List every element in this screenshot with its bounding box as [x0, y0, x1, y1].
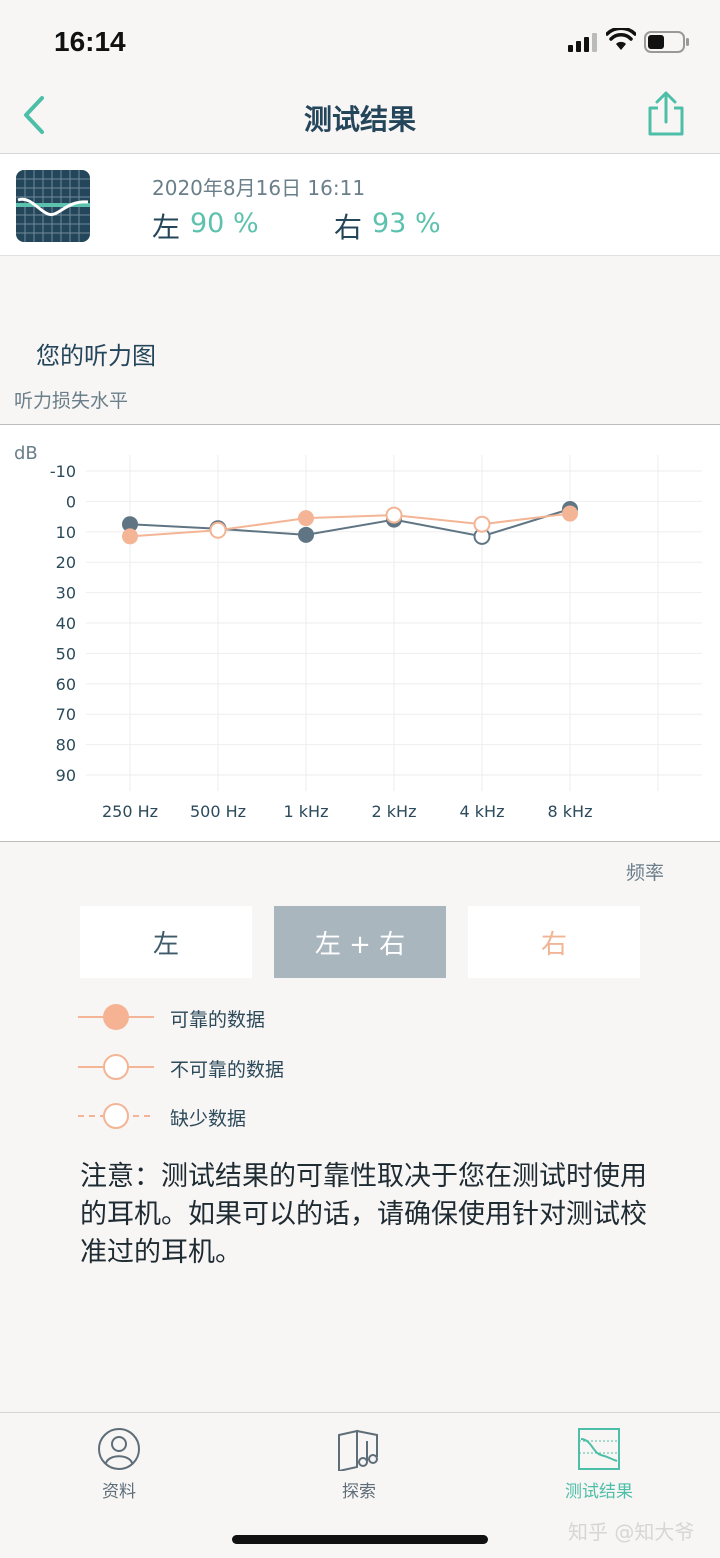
audiogram-thumbnail-icon [16, 170, 90, 242]
tab-explore[interactable]: 探索 [299, 1413, 419, 1513]
y-tick-label: 10 [56, 523, 76, 542]
y-tick-label: 20 [56, 553, 76, 572]
tab-label: 探索 [342, 1482, 376, 1502]
unreliable-marker-icon [78, 1054, 154, 1080]
reliability-note: 注意：测试结果的可靠性取决于您在测试时使用的耳机。如果可以的话，请确保使用针对测… [80, 1161, 647, 1268]
hearing-loss-level-label: 听力损失水平 [14, 390, 129, 412]
y-tick-label: 90 [56, 766, 76, 785]
y-tick-label: 30 [56, 584, 76, 603]
y-tick-label: 0 [66, 492, 76, 511]
tab-label: 资料 [102, 1482, 136, 1502]
tab-label: 测试结果 [565, 1482, 633, 1502]
segment-both[interactable]: 左 + 右 [274, 906, 446, 978]
profile-icon [98, 1428, 140, 1470]
x-tick-label: 8 kHz [548, 802, 593, 821]
missing-marker-icon [78, 1103, 154, 1129]
x-tick-label: 500 Hz [190, 802, 246, 821]
y-tick-label: 70 [56, 705, 76, 724]
data-point [298, 510, 314, 527]
results-icon [578, 1428, 620, 1470]
data-point [385, 506, 403, 524]
x-tick-label: 250 Hz [102, 802, 158, 821]
audiogram-plot: -10 0 10 20 30 40 50 60 70 80 90 250 Hz 500 Hz 1 kHz 2… [50, 455, 702, 821]
data-point [473, 515, 491, 533]
data-point [562, 505, 578, 522]
legend-label: 可靠的数据 [170, 1009, 266, 1031]
result-summary[interactable]: 2020年8月16日 16:11 左 90 % 右 93 % [0, 154, 720, 256]
legend-missing: 缺少数据 [78, 1099, 478, 1133]
x-tick-label: 2 kHz [372, 802, 417, 821]
legend-reliable: 可靠的数据 [78, 1000, 478, 1034]
left-ear-score: 90 % [190, 208, 259, 239]
status-time: 16:14 [54, 26, 126, 57]
wifi-icon [606, 28, 636, 50]
data-point [209, 521, 227, 539]
segment-right[interactable]: 右 [468, 906, 640, 978]
share-icon[interactable] [644, 90, 688, 138]
y-tick-label: 60 [56, 675, 76, 694]
back-chevron-icon[interactable] [18, 94, 50, 136]
explore-icon [338, 1429, 378, 1471]
y-tick-label: -10 [50, 462, 76, 481]
legend-unreliable: 不可靠的数据 [78, 1050, 478, 1084]
legend-label: 缺少数据 [170, 1108, 247, 1130]
reliable-marker-icon [78, 1004, 154, 1030]
series-line [129, 512, 571, 538]
y-tick-label: 40 [56, 614, 76, 633]
legend-label: 不可靠的数据 [170, 1059, 285, 1081]
battery-icon [644, 31, 689, 53]
x-tick-label: 1 kHz [284, 802, 329, 821]
tab-bar: 资料 探索 测试结果 [0, 1412, 720, 1558]
home-indicator [232, 1535, 488, 1544]
right-ear-score: 93 % [372, 208, 441, 239]
nav-bar: 测试结果 [0, 80, 720, 154]
tab-profile[interactable]: 资料 [59, 1413, 179, 1513]
right-ear-label: 右 [334, 211, 363, 244]
page-title: 测试结果 [303, 103, 416, 136]
test-date: 2020年8月16日 16:11 [152, 176, 366, 200]
watermark: 知乎 @知大爷 [568, 1520, 695, 1544]
audiogram-heading: 您的听力图 [36, 342, 156, 370]
data-point [122, 516, 138, 533]
x-tick-label: 4 kHz [460, 802, 505, 821]
audiogram-chart: dB -10 0 10 20 30 40 50 60 70 80 90 250 Hz 500 Hz 1 k… [0, 424, 720, 842]
data-point [298, 526, 314, 543]
segment-left[interactable]: 左 [80, 906, 252, 978]
signal-icon [568, 33, 597, 52]
status-bar: 16:14 [0, 0, 720, 80]
y-tick-label: 80 [56, 736, 76, 755]
y-axis-unit: dB [14, 443, 38, 464]
data-point [122, 528, 138, 545]
series-line [129, 508, 571, 538]
left-ear-label: 左 [152, 211, 181, 244]
y-tick-label: 50 [56, 644, 76, 663]
x-axis-label: 频率 [626, 862, 665, 884]
tab-results[interactable]: 测试结果 [539, 1413, 659, 1513]
